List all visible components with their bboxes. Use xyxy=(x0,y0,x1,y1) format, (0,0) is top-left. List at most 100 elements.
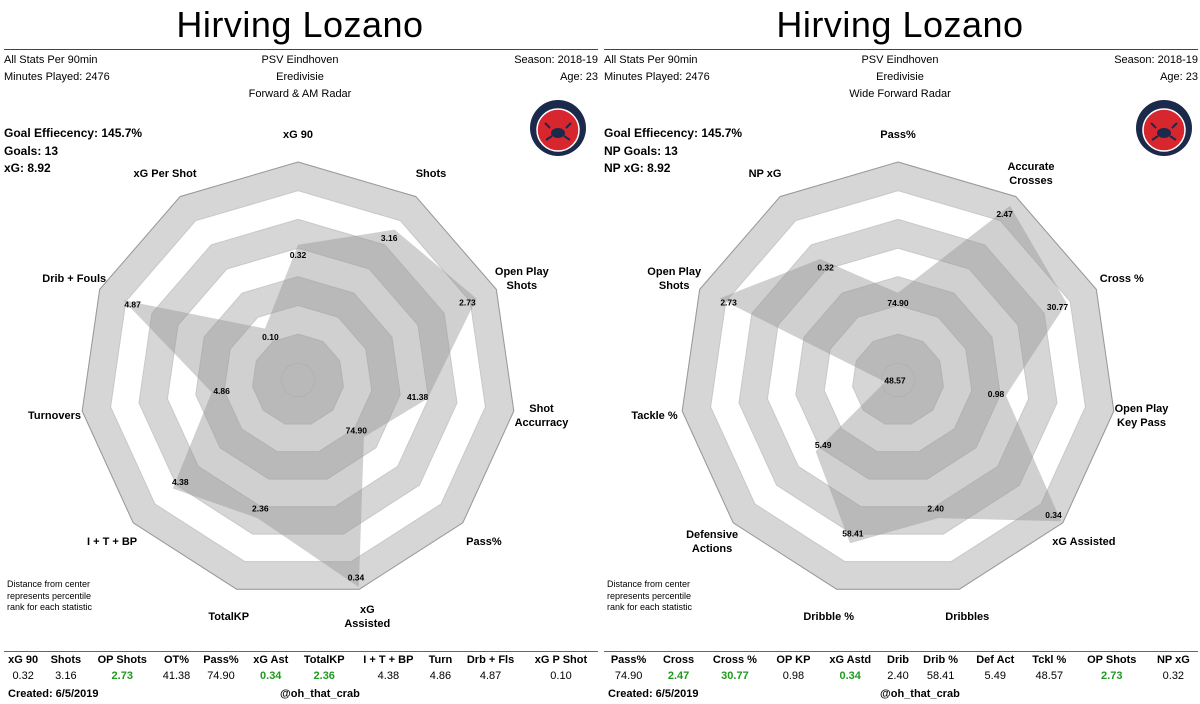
table-value-cell: 2.40 xyxy=(887,670,909,682)
table-value-cell: 41.38 xyxy=(162,670,191,682)
table-header-cell: xG Ast xyxy=(253,654,289,666)
radar-chart: 0.32 3.16 2.73 41.38 74.90 0.34 2.36 4.38 4.86 4.… xyxy=(28,129,570,630)
table-header-cell: Pass% xyxy=(203,654,239,666)
chart-title: Hirving Lozano xyxy=(776,4,1024,45)
table-value-cell: 58.41 xyxy=(926,670,955,682)
table-value-cell: 48.57 xyxy=(1035,670,1064,682)
table-value-cell: 4.38 xyxy=(377,670,400,682)
table-value-cell: 0.34 xyxy=(260,670,282,682)
radar-value-label: 4.87 xyxy=(124,300,141,310)
table-header-cell: Drib % xyxy=(923,654,959,666)
table-header-cell: OP KP xyxy=(776,654,811,666)
radar-value-label: 74.90 xyxy=(346,426,368,436)
table-header-cell: xG P Shot xyxy=(534,654,588,666)
radar-value-label: 2.73 xyxy=(459,298,476,308)
table-header-cell: Cross % xyxy=(712,654,757,666)
radar-axis-label: Accurate Crosses xyxy=(1007,161,1054,187)
twitter-handle: @oh_that_crab xyxy=(880,688,960,700)
header-left: All Stats Per 90min Minutes Played: 2476 xyxy=(4,54,110,83)
stats-table: xG 90 Shots OP Shots OT% Pass% xG Ast TotalKP I… xyxy=(2,652,598,684)
title-divider xyxy=(4,49,598,50)
left-radar-panel: Hirving Lozano All Stats Per 90min Minut… xyxy=(2,4,598,700)
radar-value-label: 2.47 xyxy=(996,209,1013,219)
chart-note: Distance from center represents percenti… xyxy=(7,579,93,612)
radar-ring xyxy=(880,362,916,397)
table-value-row: 74.90 2.47 30.77 0.98 0.34 2.40 58.41 5.49 48.57… xyxy=(602,668,1198,684)
radar-value-label: 2.36 xyxy=(252,504,269,514)
summary-stats: Goal Effiecency: 145.7% NP Goals: 13 NP … xyxy=(604,126,743,175)
table-value-cell: 2.73 xyxy=(111,670,133,682)
created-date: Created: 6/5/2019 xyxy=(8,688,99,700)
header-left: All Stats Per 90min Minutes Played: 2476 xyxy=(604,54,710,83)
header-center: PSV Eindhoven Eredivisie Forward & AM Ra… xyxy=(248,54,352,100)
radar-chart: 74.90 2.47 30.77 0.98 0.34 2.40 58.41 5.49 48.57… xyxy=(631,129,1170,623)
radar-value-label: 74.90 xyxy=(887,298,909,308)
radar-axis-label: Open Play Shots xyxy=(495,266,550,292)
radar-value-label: 4.86 xyxy=(213,386,230,396)
table-value-cell: 0.34 xyxy=(839,670,861,682)
header-right: Season: 2018-19 Age: 23 xyxy=(514,54,598,83)
table-header-cell: xG 90 xyxy=(8,654,39,666)
header-center: PSV Eindhoven Eredivisie Wide Forward Ra… xyxy=(849,54,951,100)
radar-value-label: 2.40 xyxy=(927,504,944,514)
radar-data-area xyxy=(123,229,477,588)
radar-value-label: 41.38 xyxy=(407,392,429,402)
table-value-cell: 4.86 xyxy=(429,670,452,682)
radar-axis-label: Shot Accurracy xyxy=(515,403,570,429)
summary-stats: Goal Effiecency: 145.7% Goals: 13 xG: 8.… xyxy=(4,126,143,175)
table-header-cell: OP Shots xyxy=(97,654,147,666)
table-header-cell: OT% xyxy=(163,654,189,666)
table-header-cell: I + T + BP xyxy=(363,654,414,666)
table-value-cell: 0.98 xyxy=(782,670,805,682)
radar-value-label: 4.38 xyxy=(172,477,189,487)
table-value-cell: 4.87 xyxy=(479,670,502,682)
radar-value-label: 58.41 xyxy=(842,529,864,539)
crab-stats-logo xyxy=(530,100,586,156)
table-header-cell: Turn xyxy=(428,654,453,666)
radar-value-label: 48.57 xyxy=(884,375,906,385)
radar-axis-label: Dribble % xyxy=(803,611,854,623)
radar-axis-label: Open Play Key Pass xyxy=(1115,403,1170,429)
table-value-cell: 3.16 xyxy=(55,670,77,682)
radar-value-label: 30.77 xyxy=(1047,302,1069,312)
table-header-cell: Tckl % xyxy=(1032,654,1067,666)
radar-axis-label: Turnovers xyxy=(28,410,81,422)
radar-axis-label: Pass% xyxy=(466,536,502,548)
radar-value-label: 2.73 xyxy=(720,298,737,308)
table-value-cell: 74.90 xyxy=(614,670,643,682)
radar-axis-label: Drib + Fouls xyxy=(42,273,106,285)
table-header-cell: Drb + Fls xyxy=(466,654,515,666)
table-value-cell: 30.77 xyxy=(721,670,749,682)
chart-note: Distance from center represents percenti… xyxy=(607,579,693,612)
stats-table: Pass% Cross Cross % OP KP xG Astd Drib Drib % D… xyxy=(602,652,1198,684)
radar-value-label: 0.32 xyxy=(290,250,307,260)
radar-data-area xyxy=(719,205,1067,544)
right-radar-panel: Hirving Lozano All Stats Per 90min Minut… xyxy=(600,0,1200,704)
header-right: Season: 2018-19 Age: 23 xyxy=(1114,54,1198,83)
radar-value-label: 5.49 xyxy=(815,440,832,450)
table-header-cell: Shots xyxy=(50,654,82,666)
radar-value-label: 3.16 xyxy=(381,233,398,243)
table-header-cell: Pass% xyxy=(610,654,647,666)
table-header-row: Pass% Cross Cross % OP KP xG Astd Drib Drib % D… xyxy=(602,652,1198,668)
table-header-cell: NP xG xyxy=(1156,654,1190,666)
radar-axis-label: Shots xyxy=(416,168,447,180)
table-header-cell: Cross xyxy=(662,654,695,666)
table-value-cell: 0.10 xyxy=(550,670,572,682)
radar-outer-ring xyxy=(681,161,1115,590)
radar-axis-label: Open Play Shots xyxy=(647,266,702,292)
radar-value-label: 0.98 xyxy=(988,389,1005,399)
radar-axis-label: I + T + BP xyxy=(87,536,137,548)
radar-value-label: 0.10 xyxy=(262,332,279,342)
radar-value-label: 0.32 xyxy=(817,262,834,272)
radar-value-label: 0.34 xyxy=(348,573,365,583)
crab-stats-logo xyxy=(1136,100,1192,156)
radar-outer-ring xyxy=(81,161,515,590)
table-header-cell: TotalKP xyxy=(303,654,345,666)
radar-axis-label: Cross % xyxy=(1100,273,1144,285)
table-header-row: xG 90 Shots OP Shots OT% Pass% xG Ast TotalKP I… xyxy=(2,652,598,668)
table-value-cell: 0.32 xyxy=(1162,670,1185,682)
table-header-cell: xG Astd xyxy=(829,654,872,666)
radar-ring xyxy=(280,362,316,397)
table-value-cell: 2.73 xyxy=(1101,670,1123,682)
